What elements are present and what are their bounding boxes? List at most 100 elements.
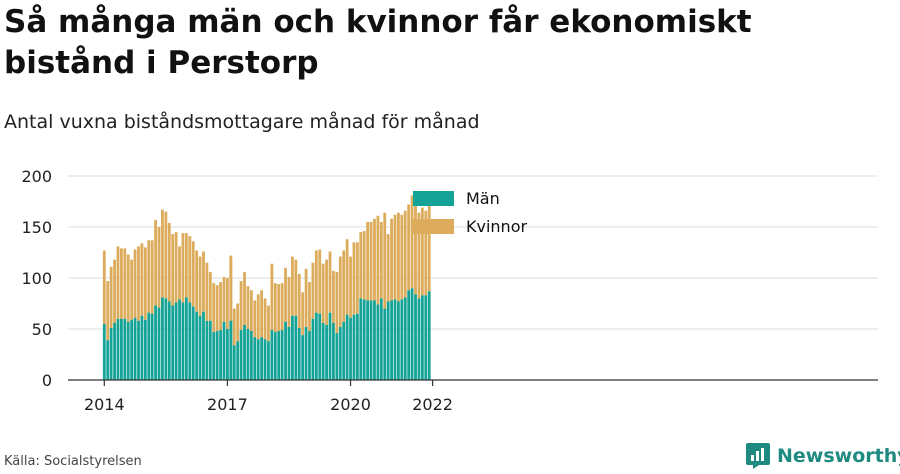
bar-kvinnor	[287, 276, 291, 327]
bar-man	[397, 301, 400, 380]
bar-kvinnor	[143, 247, 147, 320]
bar-man	[143, 319, 147, 380]
bar-kvinnor	[164, 211, 168, 299]
bar-kvinnor	[359, 232, 363, 299]
chart-subtitle: Antal vuxna biståndsmottagare månad för …	[4, 111, 480, 133]
bar-kvinnor	[123, 248, 127, 319]
brand-name: Newsworthy	[777, 445, 900, 467]
bar-kvinnor	[273, 283, 277, 333]
bar-man	[226, 329, 229, 380]
bar-man	[383, 308, 387, 380]
bar-man	[215, 331, 219, 380]
bar-kvinnor	[314, 250, 318, 313]
bar-man	[263, 339, 267, 380]
bar-kvinnor	[335, 271, 339, 334]
bar-man	[407, 290, 411, 380]
bar-kvinnor	[191, 241, 195, 307]
bar-man	[427, 291, 431, 380]
bar-kvinnor	[352, 242, 356, 315]
bar-man	[137, 320, 140, 380]
bar-man	[253, 337, 257, 380]
bar-kvinnor	[222, 276, 226, 322]
bar-kvinnor	[414, 204, 417, 295]
newsworthy-logo-icon	[746, 443, 770, 469]
bar-man	[232, 345, 236, 380]
source-note: Källa: Socialstyrelsen	[4, 454, 142, 469]
bar-man	[154, 305, 157, 380]
y-tick-label: 50	[32, 320, 52, 339]
bar-man	[373, 300, 376, 380]
y-tick-label: 200	[21, 167, 52, 186]
bar-kvinnor	[424, 210, 428, 296]
bar-kvinnor	[140, 243, 144, 316]
bar-man	[191, 306, 195, 380]
bar-man	[260, 337, 264, 380]
bar-man	[410, 288, 414, 380]
bar-man	[161, 297, 164, 380]
legend: Män Kvinnor	[413, 189, 527, 236]
bar-man	[106, 340, 110, 380]
bar-man	[130, 319, 134, 380]
bar-kvinnor	[188, 236, 192, 303]
bar-man	[219, 330, 222, 380]
bar-man	[291, 315, 294, 380]
y-axis: 0 50 100 150 200	[21, 167, 52, 390]
bar-kvinnor	[178, 246, 181, 300]
bar-kvinnor	[420, 207, 424, 296]
bars	[102, 195, 431, 380]
bar-man	[321, 322, 325, 380]
x-tick-label: 2020	[330, 395, 371, 414]
bar-man	[304, 326, 308, 380]
bar-man	[243, 324, 246, 380]
bar-man	[414, 294, 417, 380]
bar-kvinnor	[198, 256, 202, 316]
bar-kvinnor	[321, 263, 325, 323]
bar-kvinnor	[171, 234, 175, 306]
bar-man	[188, 302, 192, 380]
bar-man	[355, 313, 359, 380]
bar-kvinnor	[403, 210, 407, 298]
bar-man	[287, 326, 291, 380]
bar-kvinnor	[373, 218, 376, 301]
bar-man	[171, 305, 175, 380]
bar-man	[400, 299, 404, 380]
bar-man	[369, 300, 373, 380]
bar-kvinnor	[181, 233, 185, 303]
bar-kvinnor	[338, 256, 342, 327]
bar-kvinnor	[366, 221, 370, 301]
bar-man	[277, 331, 281, 380]
x-axis: 2014 2017 2020 2022	[68, 379, 878, 414]
bar-kvinnor	[130, 259, 134, 320]
bar-man	[318, 313, 322, 380]
bar-man	[236, 341, 240, 380]
bar-kvinnor	[239, 281, 243, 331]
bar-man	[212, 332, 216, 380]
bar-man	[301, 335, 305, 380]
bar-kvinnor	[379, 221, 383, 299]
bar-man	[390, 300, 393, 380]
bar-man	[342, 321, 346, 380]
bar-man	[386, 301, 390, 380]
bar-man	[362, 299, 366, 380]
bar-man	[157, 307, 161, 380]
bar-kvinnor	[390, 218, 393, 301]
legend-label-kvinnor: Kvinnor	[466, 217, 527, 236]
bar-man	[150, 313, 154, 380]
bar-kvinnor	[120, 248, 123, 319]
bar-kvinnor	[106, 281, 110, 341]
bar-man	[403, 297, 407, 380]
bar-kvinnor	[332, 270, 335, 323]
bar-kvinnor	[161, 209, 164, 298]
bar-man	[328, 312, 332, 380]
bar-kvinnor	[410, 195, 414, 289]
bar-kvinnor	[215, 285, 219, 332]
chart-title: Så många män och kvinnor får ekonomiskt …	[4, 4, 752, 81]
bar-man	[109, 327, 113, 380]
brand-logo: Newsworthy	[745, 442, 900, 470]
bar-man	[116, 318, 120, 380]
bar-kvinnor	[400, 214, 404, 300]
bar-kvinnor	[362, 231, 366, 300]
bar-kvinnor	[349, 256, 352, 318]
x-tick-label: 2014	[84, 395, 125, 414]
bar-man	[174, 302, 178, 380]
